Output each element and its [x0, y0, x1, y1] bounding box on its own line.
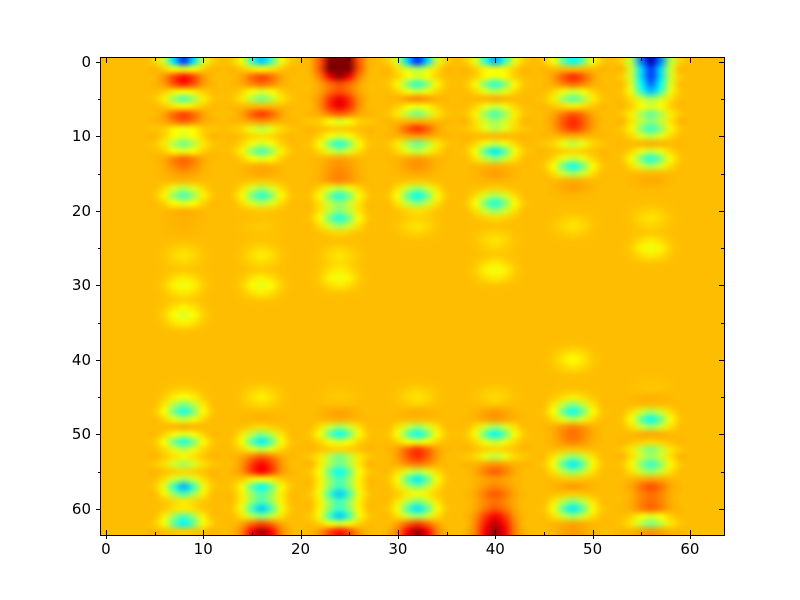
axis-tick [495, 58, 496, 63]
axis-tick [721, 248, 724, 249]
axis-tick [544, 58, 545, 61]
axis-tick [106, 535, 107, 539]
x-tick-label: 50 [583, 540, 603, 558]
heatmap-image [101, 58, 724, 535]
axis-tick [106, 58, 107, 63]
axis-tick [495, 530, 496, 535]
axis-tick [721, 472, 724, 473]
axis-tick [447, 58, 448, 61]
axis-tick [349, 532, 350, 535]
axis-tick [690, 530, 691, 535]
axis-tick [719, 285, 724, 286]
axis-tick [252, 58, 253, 61]
axis-tick [690, 535, 691, 539]
axis-tick [252, 532, 253, 535]
axis-tick [719, 211, 724, 212]
axis-tick [398, 535, 399, 539]
axis-tick [301, 535, 302, 539]
x-tick-label: 10 [193, 540, 213, 558]
x-tick-label: 20 [291, 540, 311, 558]
axis-tick [106, 530, 107, 535]
axis-tick [98, 323, 101, 324]
axis-tick [593, 530, 594, 535]
axis-tick [349, 58, 350, 61]
axis-tick [641, 58, 642, 61]
axis-tick [721, 397, 724, 398]
x-tick-label: 0 [101, 540, 111, 558]
y-tick-label: 40 [71, 350, 91, 369]
axis-tick [719, 509, 724, 510]
y-tick-label: 30 [71, 276, 91, 295]
axis-tick [155, 532, 156, 535]
axis-tick [155, 58, 156, 61]
axis-tick [301, 530, 302, 535]
axis-tick [96, 434, 101, 435]
axis-tick [719, 434, 724, 435]
x-tick-label: 40 [485, 540, 505, 558]
axis-tick [593, 58, 594, 63]
axis-tick [690, 58, 691, 63]
axis-tick [98, 397, 101, 398]
axis-tick [398, 530, 399, 535]
axis-tick [447, 532, 448, 535]
y-tick-label: 20 [71, 201, 91, 220]
axis-tick [721, 323, 724, 324]
heatmap-axes[interactable] [100, 57, 725, 536]
axis-tick [98, 472, 101, 473]
y-tick-label: 10 [71, 127, 91, 146]
axis-tick [495, 535, 496, 539]
axis-tick [96, 62, 101, 63]
axis-tick [96, 136, 101, 137]
axis-tick [301, 58, 302, 63]
axis-tick [721, 99, 724, 100]
y-tick-label: 60 [71, 499, 91, 518]
axis-tick [719, 62, 724, 63]
axis-tick [98, 248, 101, 249]
y-tick-label: 50 [71, 425, 91, 444]
axis-tick [593, 535, 594, 539]
axis-tick [203, 58, 204, 63]
axis-tick [96, 285, 101, 286]
axis-tick [719, 136, 724, 137]
axis-tick [544, 532, 545, 535]
axis-tick [203, 530, 204, 535]
axis-tick [721, 174, 724, 175]
x-tick-label: 30 [388, 540, 408, 558]
axis-tick [641, 532, 642, 535]
axis-tick [203, 535, 204, 539]
axis-tick [96, 360, 101, 361]
axis-tick [98, 99, 101, 100]
axis-tick [96, 509, 101, 510]
axis-tick [96, 211, 101, 212]
y-tick-label: 0 [81, 52, 91, 71]
axis-tick [719, 360, 724, 361]
axis-tick [398, 58, 399, 63]
x-tick-label: 60 [680, 540, 700, 558]
axis-tick [98, 174, 101, 175]
